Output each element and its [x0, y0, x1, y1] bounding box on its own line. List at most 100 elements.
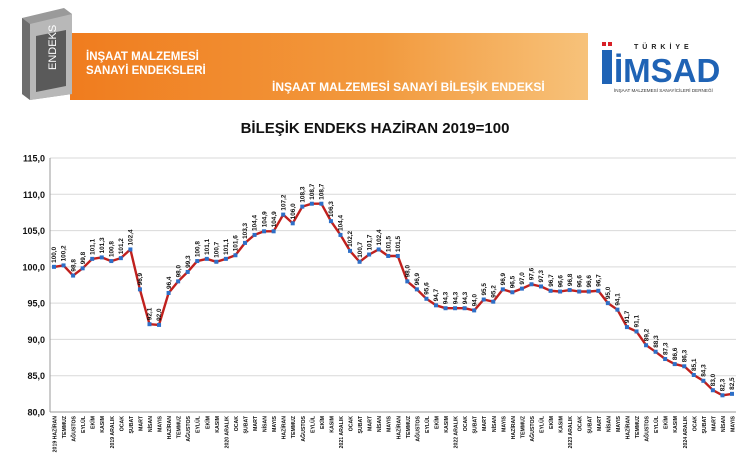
- data-label: 101,5: [395, 236, 402, 252]
- data-point: [118, 256, 123, 261]
- data-label: 96,7: [548, 274, 555, 287]
- data-point: [548, 288, 553, 293]
- data-point: [596, 288, 601, 293]
- data-point: [348, 248, 353, 253]
- band-subtitle: İNŞAAT MALZEMESİ SANAYİ BİLEŞİK ENDEKSİ: [272, 80, 545, 94]
- x-tick-label: NİSAN: [720, 416, 727, 432]
- grid-lines: [50, 157, 736, 413]
- data-point: [500, 287, 505, 292]
- data-label: 86,6: [672, 347, 679, 360]
- title-band: [70, 33, 588, 100]
- x-tick-label: MAYIS: [616, 415, 622, 431]
- data-label: 104,9: [261, 211, 268, 227]
- y-tick-label: 85,0: [27, 371, 45, 381]
- data-label: 88,3: [653, 335, 660, 348]
- x-tick-label: MART: [368, 415, 374, 431]
- data-label: 95,2: [490, 285, 497, 298]
- data-label: 94,3: [443, 291, 450, 304]
- x-tick-label: EKİM: [204, 416, 211, 429]
- x-tick-label: NİSAN: [376, 416, 383, 432]
- data-label: 96,5: [510, 275, 517, 288]
- x-tick-label: MAYIS: [731, 415, 737, 431]
- data-label: 101,6: [233, 235, 240, 251]
- data-label: 94,0: [471, 294, 478, 307]
- y-tick-label: 110,0: [23, 190, 45, 200]
- data-label: 102,4: [376, 229, 383, 245]
- data-label: 104,4: [338, 214, 345, 230]
- x-tick-label: TEMMUZ: [635, 415, 641, 438]
- x-tick-label: OCAK: [578, 416, 584, 432]
- data-point: [137, 287, 142, 292]
- data-point: [90, 256, 95, 261]
- data-label: 94,3: [462, 291, 469, 304]
- x-tick-label: AĞUSTOS: [184, 415, 192, 441]
- data-point: [663, 357, 668, 362]
- data-label: 95,6: [424, 282, 431, 295]
- series-line: [53, 202, 733, 397]
- x-tick-label: KASIM: [215, 416, 221, 433]
- header: ENDEKS İNŞAAT MALZEMESİ SANAYİ ENDEKSLER…: [0, 0, 750, 104]
- data-label: 96,9: [137, 272, 144, 285]
- data-point: [271, 229, 276, 234]
- x-tick-label: AĞUSTOS: [70, 415, 78, 441]
- series-markers: [52, 201, 734, 398]
- x-tick-label: TEMMUZ: [520, 415, 526, 438]
- data-point: [634, 329, 639, 334]
- x-tick-label: 2023 ARALIK: [568, 416, 574, 449]
- data-label: 98,8: [70, 259, 77, 272]
- data-label: 86,3: [681, 349, 688, 362]
- x-tick-label: HAZİRAN: [281, 416, 288, 440]
- x-tick-label: MART: [711, 415, 717, 431]
- x-tick-label: 2021 ARALIK: [339, 416, 345, 449]
- data-label: 89,2: [643, 328, 650, 341]
- x-tick-label: 2020 ARALIK: [224, 416, 230, 449]
- data-label: 108,3: [299, 186, 306, 202]
- y-tick-label: 80,0: [27, 408, 45, 418]
- x-tick-label: AĞUSTOS: [299, 415, 307, 441]
- data-point: [682, 364, 687, 369]
- data-label: 104,9: [271, 211, 278, 227]
- x-tick-label: EKİM: [663, 416, 670, 429]
- data-point: [605, 301, 610, 306]
- data-point: [223, 256, 228, 261]
- data-label: 94,7: [433, 288, 440, 301]
- data-label: 101,1: [223, 238, 230, 254]
- x-tick-label: TEMMUZ: [62, 415, 68, 438]
- x-tick-label: AĞUSTOS: [413, 415, 421, 441]
- data-point: [233, 253, 238, 258]
- data-point: [405, 279, 410, 284]
- x-tick-label: AĞUSTOS: [528, 415, 536, 441]
- data-point: [319, 201, 324, 206]
- data-label: 100,7: [214, 241, 221, 257]
- x-tick-label: TEMMUZ: [406, 415, 412, 438]
- x-tick-label: ŞUBAT: [587, 415, 593, 433]
- data-point: [519, 286, 524, 291]
- x-tick-label: MAYIS: [272, 415, 278, 431]
- y-tick-label: 90,0: [27, 335, 45, 345]
- data-label: 100,8: [194, 241, 201, 257]
- imsad-logo: TÜRKİYE İMSAD İNŞAAT MALZEMESİ SANAYİCİL…: [602, 42, 720, 93]
- data-label: 91,1: [634, 315, 641, 328]
- data-point: [443, 306, 448, 311]
- data-label: 96,9: [500, 272, 507, 285]
- data-point: [300, 204, 305, 209]
- x-axis: 2019 HAZİRAN TEMMUZ AĞUSTOS EYLÜL EKİM KASIM 2…: [52, 415, 737, 452]
- data-point: [71, 273, 76, 278]
- data-point: [52, 264, 56, 269]
- data-label: 101,1: [204, 238, 211, 254]
- data-point: [424, 296, 429, 301]
- data-label: 84,3: [701, 364, 708, 377]
- x-tick-label: 2022 ARALIK: [454, 416, 460, 449]
- data-point: [558, 289, 563, 294]
- data-label: 92,0: [156, 308, 163, 321]
- data-point: [672, 362, 677, 367]
- x-tick-label: HAZİRAN: [395, 416, 402, 440]
- x-tick-label: EYLÜL: [195, 415, 202, 433]
- data-label: 94,1: [615, 293, 622, 306]
- data-label: 97,6: [529, 267, 536, 280]
- data-point: [338, 232, 343, 237]
- data-point: [395, 253, 400, 258]
- data-label: 108,7: [319, 183, 326, 199]
- data-label: 96,9: [414, 272, 421, 285]
